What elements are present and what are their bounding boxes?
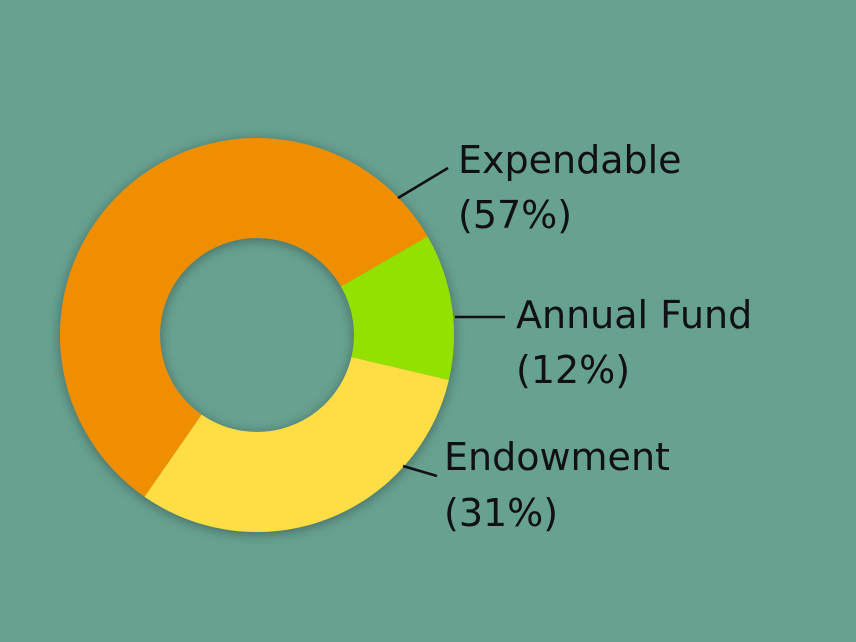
slice (341, 236, 454, 380)
slice-label: Annual Fund (516, 293, 752, 337)
donut (59, 137, 454, 532)
leader-line (397, 166, 449, 200)
value-label: (31%) (444, 491, 558, 535)
value-label: (12%) (516, 348, 630, 392)
slice (144, 357, 449, 532)
slice-label: Expendable (458, 138, 682, 182)
leader-line (402, 464, 438, 478)
slice (59, 137, 428, 497)
value-label: (57%) (458, 193, 572, 237)
slice-label: Endowment (444, 435, 670, 479)
